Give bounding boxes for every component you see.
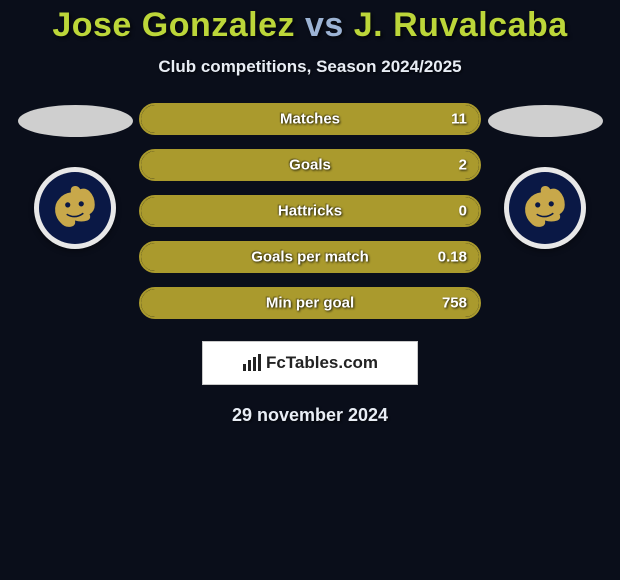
stat-bar: Goals per match 0.18 (139, 241, 481, 273)
chart-icon (242, 354, 262, 372)
source-logo: FcTables.com (242, 353, 378, 373)
main-row: Matches 11 Goals 2 Hattricks 0 Goals per match… (0, 103, 620, 319)
date: 29 november 2024 (232, 405, 388, 426)
stat-value-right: 0 (459, 203, 467, 220)
source-logo-text: FcTables.com (266, 353, 378, 373)
vs-text: vs (305, 6, 344, 44)
stat-bar: Matches 11 (139, 103, 481, 135)
stat-label: Goals (289, 157, 331, 174)
stat-label: Goals per match (251, 249, 369, 266)
club-badge-inner (39, 172, 111, 244)
player2-club-badge (504, 167, 586, 249)
title: Jose Gonzalez vs J. Ruvalcaba (52, 6, 567, 45)
club-badge-inner (509, 172, 581, 244)
right-player-col (485, 103, 605, 249)
stat-label: Min per goal (266, 295, 354, 312)
stat-bar: Goals 2 (139, 149, 481, 181)
source-logo-box[interactable]: FcTables.com (202, 341, 418, 385)
player1-name: Jose Gonzalez (52, 6, 295, 44)
left-player-col (15, 103, 135, 249)
player2-name: J. Ruvalcaba (354, 6, 568, 44)
puma-icon (519, 182, 571, 234)
stat-bar: Min per goal 758 (139, 287, 481, 319)
stat-value-right: 2 (459, 157, 467, 174)
stat-value-right: 0.18 (438, 249, 467, 266)
player2-photo-placeholder (488, 105, 603, 137)
player1-photo-placeholder (18, 105, 133, 137)
stats-column: Matches 11 Goals 2 Hattricks 0 Goals per match… (135, 103, 485, 319)
puma-icon (49, 182, 101, 234)
stat-value-right: 11 (451, 111, 467, 128)
stat-label: Hattricks (278, 203, 342, 220)
stat-value-right: 758 (442, 295, 467, 312)
subtitle: Club competitions, Season 2024/2025 (158, 57, 461, 77)
player1-club-badge (34, 167, 116, 249)
comparison-card: Jose Gonzalez vs J. Ruvalcaba Club compe… (0, 0, 620, 426)
stat-bar: Hattricks 0 (139, 195, 481, 227)
stat-label: Matches (280, 111, 340, 128)
